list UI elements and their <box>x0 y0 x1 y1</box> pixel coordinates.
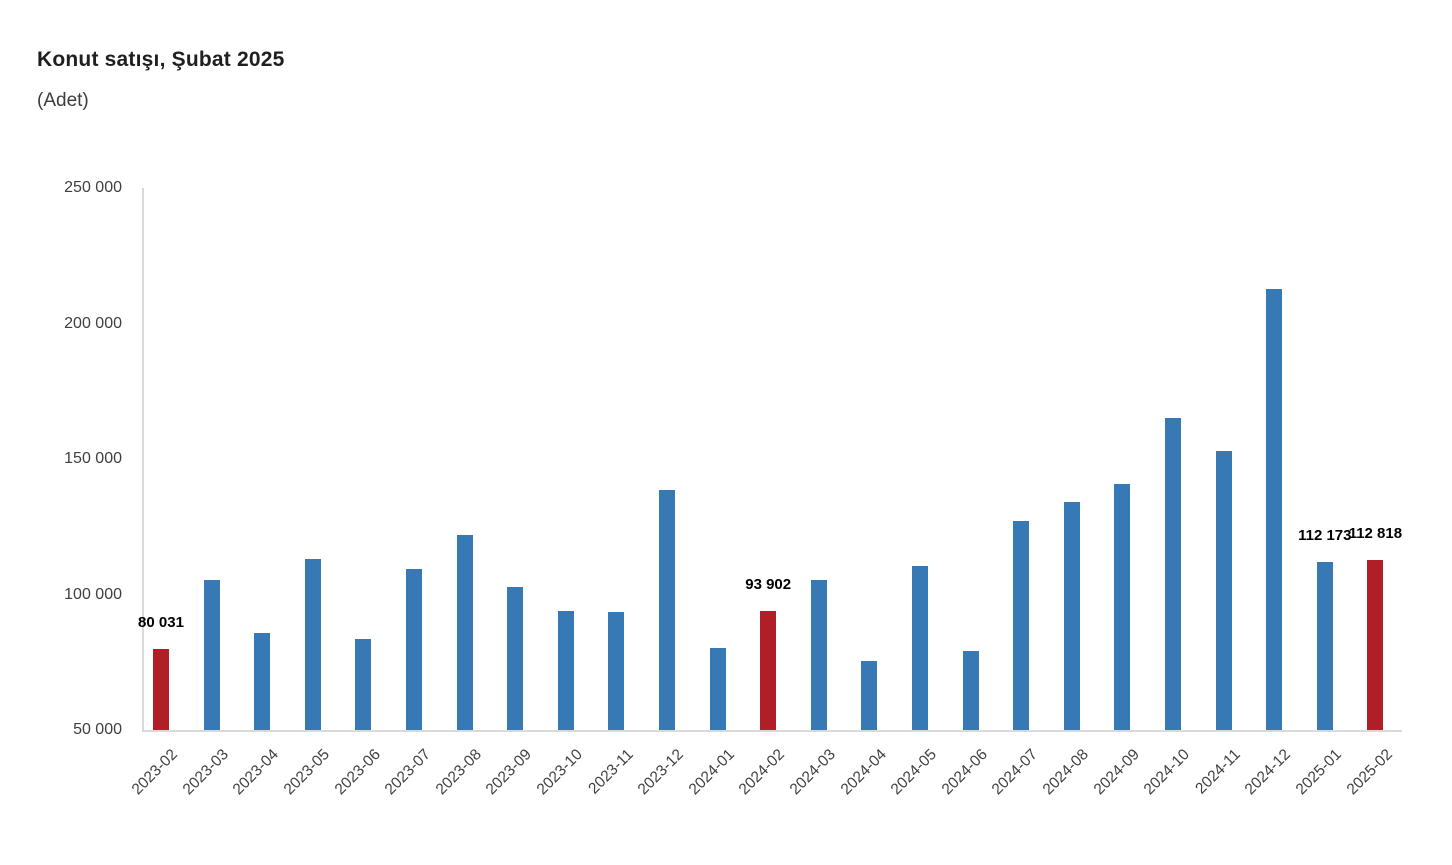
bar-2023-09 <box>507 587 524 730</box>
bar-2024-02 <box>760 611 777 730</box>
bar-2024-03 <box>810 579 827 730</box>
bar-2023-11 <box>608 612 625 730</box>
y-tick-label: 200 000 <box>64 314 122 332</box>
x-tick-label-2025-02: 2025-02 <box>1263 746 1395 798</box>
data-label-2025-01: 112 173 <box>1298 526 1352 544</box>
bar-2024-12 <box>1266 289 1283 730</box>
chart-title: Konut satışı, Şubat 2025 <box>37 48 285 71</box>
bar-2024-10 <box>1165 417 1181 730</box>
bar-2024-05 <box>912 565 928 730</box>
x-tick-label-text: 2025-02 <box>1343 746 1396 799</box>
bar-2024-06 <box>962 650 979 730</box>
bar-2024-01 <box>709 647 726 730</box>
bar-2023-02 <box>153 648 169 730</box>
bar-2023-10 <box>557 611 574 730</box>
bar-2023-07 <box>406 568 422 730</box>
data-label-2024-02: 93 902 <box>745 576 792 594</box>
bar-2024-09 <box>1114 483 1131 730</box>
y-tick-label: 150 000 <box>64 450 122 467</box>
data-label-2025-02: 112 818 <box>1348 524 1403 542</box>
bar-2023-05 <box>304 559 321 730</box>
bar-2023-08 <box>456 534 473 730</box>
y-tick-label: 100 000 <box>64 585 122 603</box>
bar-2024-04 <box>861 660 878 730</box>
y-tick-label: 250 000 <box>64 179 122 196</box>
y-tick-label: 50 000 <box>73 721 122 738</box>
y-axis-line <box>142 188 144 732</box>
bar-2023-06 <box>355 638 372 730</box>
bar-2024-08 <box>1063 501 1080 730</box>
chart-subtitle: (Adet) <box>37 90 89 111</box>
bar-2025-01 <box>1316 561 1333 730</box>
bar-2024-11 <box>1215 450 1232 730</box>
x-axis-line <box>142 730 1402 732</box>
bar-2025-02 <box>1367 559 1384 730</box>
data-label-2023-02: 80 031 <box>138 613 184 631</box>
bar-2023-12 <box>659 489 675 730</box>
bar-2023-03 <box>203 579 220 730</box>
bar-2023-04 <box>254 633 271 730</box>
bar-2024-07 <box>1013 521 1030 730</box>
